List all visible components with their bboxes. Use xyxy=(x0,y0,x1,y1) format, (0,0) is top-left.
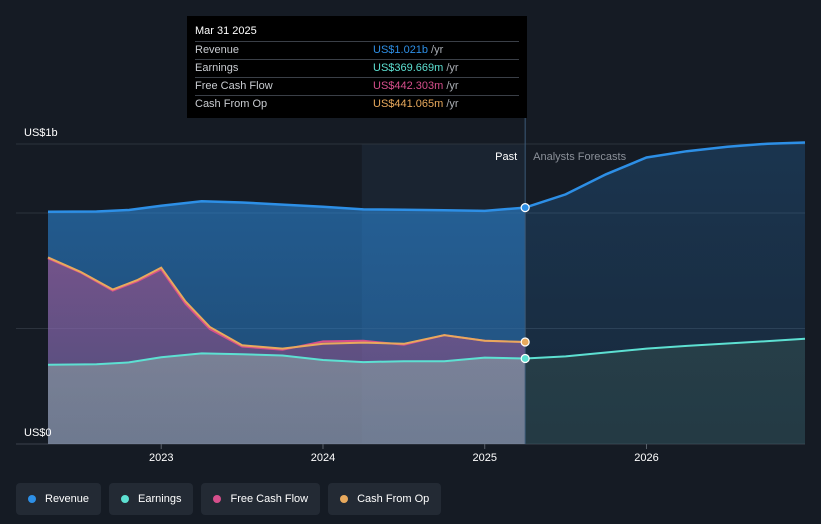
y-axis-top-label: US$1b xyxy=(24,127,58,139)
earnings-dot-icon xyxy=(121,495,130,503)
tooltip-date: Mar 31 2025 xyxy=(195,25,257,37)
legend-item-revenue[interactable]: Revenue xyxy=(16,483,102,515)
tooltip-label: Revenue xyxy=(195,44,240,56)
earnings-forecast-line xyxy=(525,337,806,360)
earnings-line xyxy=(47,352,526,366)
tooltip-unit: /yr xyxy=(446,98,459,110)
free-cash-flow-dot-icon xyxy=(213,495,222,503)
revenue-marker xyxy=(520,203,530,213)
legend-label: Free Cash Flow xyxy=(230,493,309,505)
tooltip-row-free-cash-flow: Free Cash Flow US$442.303m /yr xyxy=(195,77,519,95)
earnings-forecast-area xyxy=(525,338,805,444)
tooltip-value: US$1.021b xyxy=(373,44,429,56)
y-axis-bottom-label: US$0 xyxy=(24,427,52,439)
revenue-forecast-line xyxy=(524,141,806,209)
cash-from-op-marker xyxy=(520,337,530,347)
legend-label: Cash From Op xyxy=(357,493,430,505)
legend-item-earnings[interactable]: Earnings xyxy=(109,483,194,515)
x-tick-label: 2023 xyxy=(149,452,173,464)
cash-from-op-line xyxy=(47,256,526,350)
tooltip-unit: /yr xyxy=(431,44,444,56)
legend: Revenue Earnings Free Cash Flow Cash Fro… xyxy=(16,483,442,515)
tooltip-unit: /yr xyxy=(446,62,459,74)
legend-item-cash-from-op[interactable]: Cash From Op xyxy=(328,483,442,515)
cash-from-op-dot-icon xyxy=(340,495,349,503)
tooltip-value: US$441.065m xyxy=(373,98,444,110)
revenue-dot-icon xyxy=(28,495,36,503)
tooltip-row-cash-from-op: Cash From Op US$441.065m /yr xyxy=(195,95,519,113)
tooltip-row-revenue: Revenue US$1.021b /yr xyxy=(195,41,519,59)
tooltip-label: Cash From Op xyxy=(195,98,268,110)
tooltip: Mar 31 2025 Revenue US$1.021b /yr Earnin… xyxy=(187,16,527,118)
revenue-line xyxy=(47,200,526,214)
tooltip-label: Free Cash Flow xyxy=(195,80,273,92)
legend-label: Earnings xyxy=(138,493,182,505)
x-tick-label: 2025 xyxy=(472,452,496,464)
tooltip-unit: /yr xyxy=(446,80,459,92)
earnings-area xyxy=(48,353,526,444)
legend-item-free-cash-flow[interactable]: Free Cash Flow xyxy=(201,483,321,515)
tooltip-value: US$369.669m xyxy=(373,62,444,74)
past-label: Past xyxy=(495,151,517,163)
x-tick-label: 2024 xyxy=(311,452,335,464)
tooltip-label: Earnings xyxy=(195,62,239,74)
legend-label: Revenue xyxy=(45,493,90,505)
forecast-label: Analysts Forecasts xyxy=(533,151,626,163)
tooltip-value: US$442.303m xyxy=(373,80,444,92)
tooltip-row-earnings: Earnings US$369.669m /yr xyxy=(195,59,519,77)
earnings-marker xyxy=(520,353,530,364)
x-tick-label: 2026 xyxy=(634,452,658,464)
